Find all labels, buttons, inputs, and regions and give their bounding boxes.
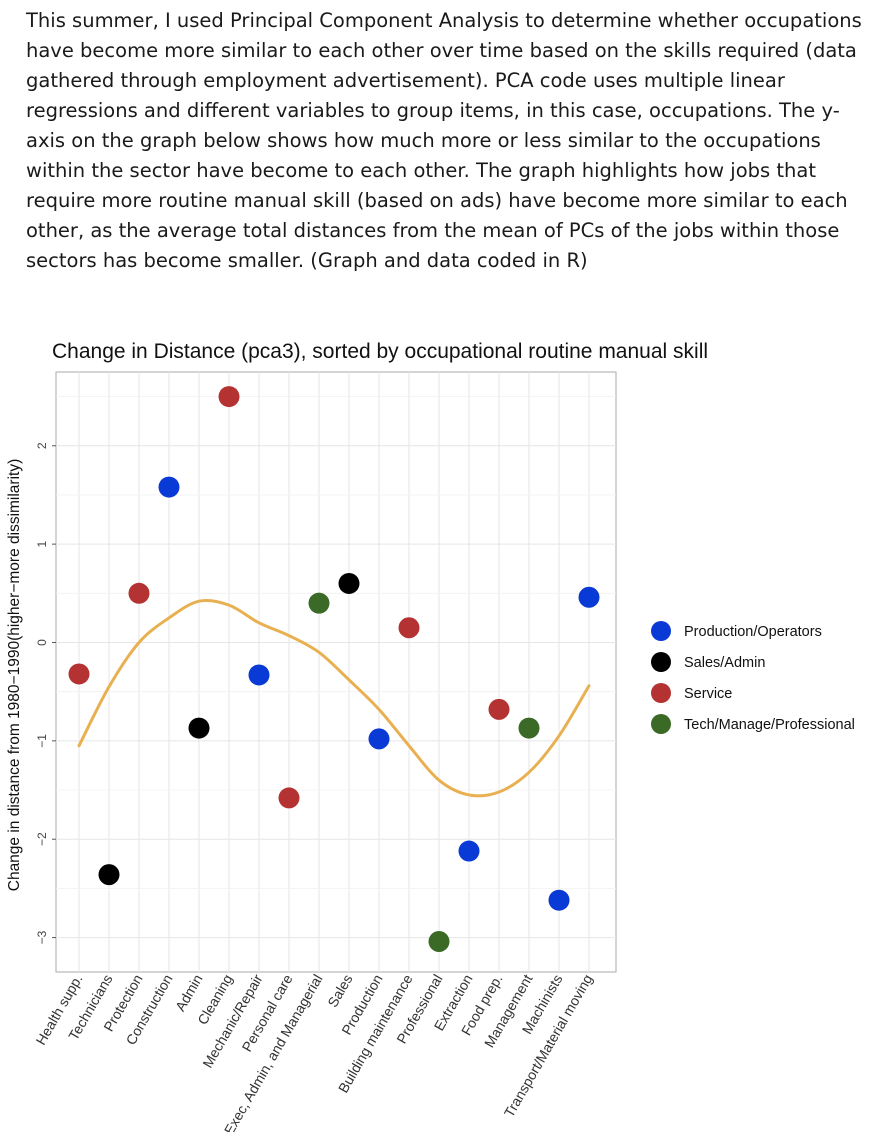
y-tick-label: −3 xyxy=(35,930,49,944)
data-point xyxy=(278,787,300,809)
data-point xyxy=(428,931,450,953)
legend-label: Production/Operators xyxy=(684,624,822,640)
data-point xyxy=(338,572,360,594)
data-point xyxy=(488,698,510,720)
data-point xyxy=(308,592,330,614)
data-point xyxy=(188,717,210,739)
plot-panel xyxy=(55,371,617,973)
data-points xyxy=(68,386,600,953)
gridlines xyxy=(56,372,616,972)
legend: Production/Operators Sales/Admin Service Te… xyxy=(651,621,855,734)
x-tick-label: Sales xyxy=(324,972,355,1010)
data-point xyxy=(548,889,570,911)
data-point xyxy=(218,386,240,408)
chart-title: Change in Distance (pca3), sorted by occ… xyxy=(52,340,708,363)
legend-label: Service xyxy=(684,686,732,702)
y-axis-ticks: −3 −2 −1 0 1 2 xyxy=(35,442,56,944)
scatter-chart: Change in Distance (pca3), sorted by occ… xyxy=(6,340,855,1132)
data-point xyxy=(68,663,90,685)
y-tick-label: 2 xyxy=(35,442,49,449)
data-point xyxy=(578,586,600,608)
y-tick-label: −2 xyxy=(35,832,49,846)
legend-label: Sales/Admin xyxy=(684,655,765,671)
legend-label: Tech/Manage/Professional xyxy=(684,717,855,733)
data-point xyxy=(398,617,420,639)
y-tick-label: 1 xyxy=(35,540,49,547)
data-point xyxy=(158,476,180,498)
legend-swatch xyxy=(651,683,671,703)
data-point xyxy=(518,717,540,739)
x-axis-tick-labels: Health supp.TechniciansProtectionConstru… xyxy=(32,971,595,1132)
trend-line xyxy=(77,598,591,798)
data-point xyxy=(128,582,150,604)
data-point xyxy=(98,864,120,886)
y-axis-label: Change in distance from 1980−1990(higher… xyxy=(6,459,23,892)
data-point xyxy=(248,664,270,686)
legend-swatch xyxy=(651,652,671,672)
y-tick-label: 0 xyxy=(35,639,49,646)
y-tick-label: −1 xyxy=(35,734,49,748)
legend-swatch xyxy=(651,714,671,734)
legend-swatch xyxy=(651,621,671,641)
data-point xyxy=(458,840,480,862)
data-point xyxy=(368,728,390,750)
intro-paragraph: This summer, I used Principal Component … xyxy=(26,9,862,272)
